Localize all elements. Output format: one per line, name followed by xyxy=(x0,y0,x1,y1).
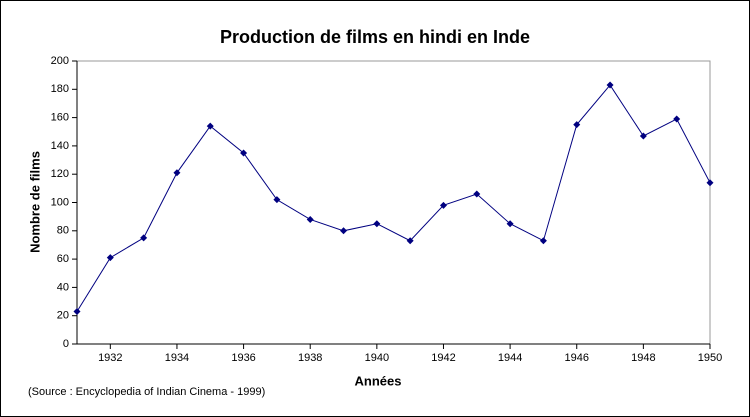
point-marker xyxy=(106,254,114,262)
x-tick-label: 1944 xyxy=(498,352,522,364)
point-marker xyxy=(373,220,381,228)
x-tick-label: 1936 xyxy=(231,352,255,364)
chart-title: Production de films en hindi en Inde xyxy=(220,27,530,47)
point-marker xyxy=(473,190,481,198)
x-axis-title: Années xyxy=(355,373,402,388)
x-tick-label: 1940 xyxy=(365,352,389,364)
x-tick-label: 1942 xyxy=(431,352,455,364)
x-tick-label: 1932 xyxy=(98,352,122,364)
y-tick-label: 180 xyxy=(51,83,69,95)
point-marker xyxy=(340,227,348,235)
point-marker xyxy=(240,149,248,157)
y-tick-label: 0 xyxy=(63,338,69,350)
y-tick-label: 120 xyxy=(51,168,69,180)
x-tick-label: 1938 xyxy=(298,352,322,364)
point-marker xyxy=(73,307,81,315)
y-tick-label: 60 xyxy=(57,253,69,265)
point-marker xyxy=(140,234,148,242)
y-tick-label: 40 xyxy=(57,281,69,293)
point-marker xyxy=(639,132,647,140)
point-marker xyxy=(673,115,681,123)
point-marker xyxy=(206,122,214,130)
point-marker xyxy=(573,121,581,129)
point-marker xyxy=(606,81,614,89)
point-marker xyxy=(273,196,281,204)
x-tick-label: 1934 xyxy=(165,352,189,364)
x-tick-label: 1948 xyxy=(631,352,655,364)
y-tick-label: 200 xyxy=(51,55,69,67)
point-marker xyxy=(173,169,181,177)
y-tick-label: 160 xyxy=(51,112,69,124)
y-tick-label: 80 xyxy=(57,225,69,237)
series-line xyxy=(76,84,711,312)
point-marker xyxy=(706,179,714,187)
point-marker xyxy=(506,220,514,228)
y-axis-title: Nombre de films xyxy=(27,151,42,253)
y-tick-label: 20 xyxy=(57,310,69,322)
source-note: (Source : Encyclopedia of Indian Cinema … xyxy=(28,386,265,398)
point-marker xyxy=(406,237,414,245)
x-tick-label: 1950 xyxy=(698,352,722,364)
point-marker xyxy=(539,237,547,245)
x-tick-label: 1946 xyxy=(564,352,588,364)
point-marker xyxy=(439,201,447,209)
y-tick-label: 100 xyxy=(51,196,69,208)
y-tick-label: 140 xyxy=(51,140,69,152)
point-marker xyxy=(306,215,314,223)
